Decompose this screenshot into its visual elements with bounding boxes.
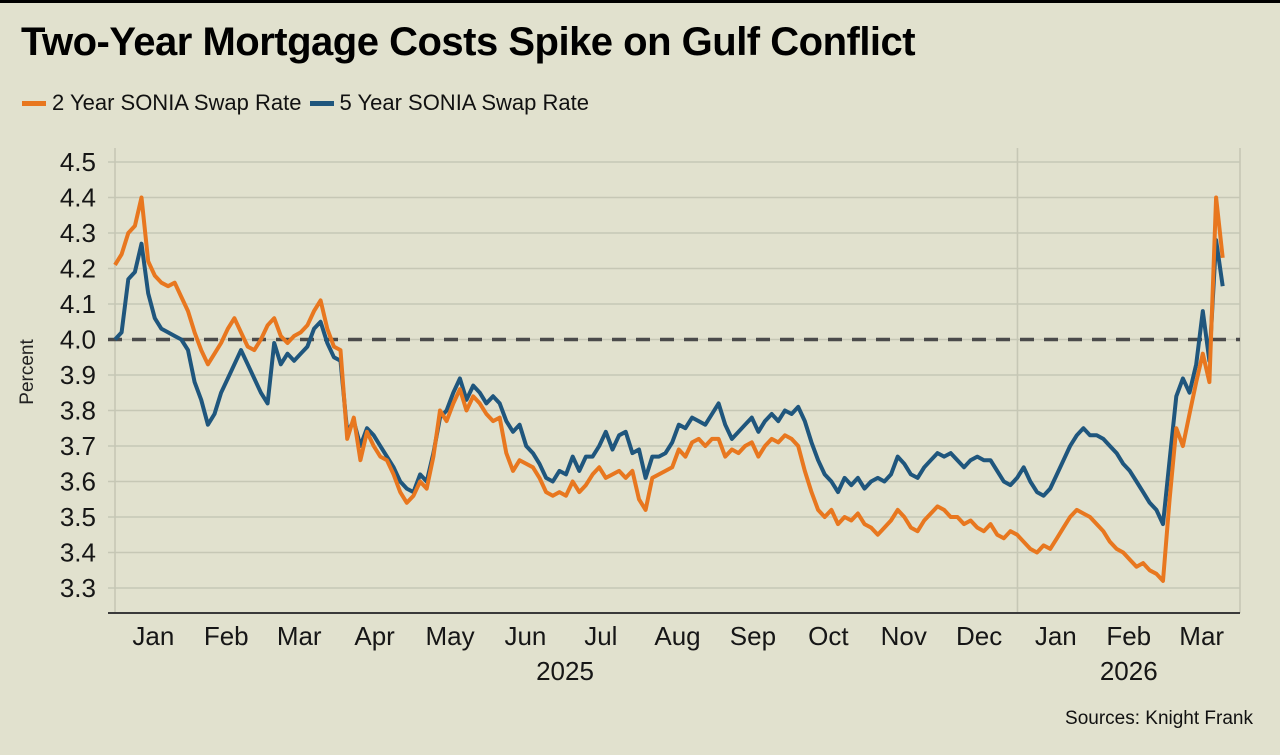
y-tick-label: 3.4	[60, 538, 96, 568]
y-tick-label: 4.4	[60, 183, 96, 213]
chart-title: Two-Year Mortgage Costs Spike on Gulf Co…	[21, 20, 916, 64]
top-border-rule	[0, 0, 1280, 3]
y-tick-label: 4.3	[60, 218, 96, 248]
x-tick-label: Dec	[956, 621, 1002, 651]
y-tick-label: 3.8	[60, 396, 96, 426]
x-tick-label: Jul	[584, 621, 617, 651]
x-tick-label: May	[425, 621, 474, 651]
x-tick-label: Nov	[881, 621, 927, 651]
x-year-label: 2025	[536, 656, 594, 686]
x-tick-label: Sep	[730, 621, 776, 651]
legend: 2 Year SONIA Swap Rate 5 Year SONIA Swap…	[22, 90, 597, 116]
x-tick-label: Feb	[204, 621, 249, 651]
x-year-label: 2026	[1100, 656, 1158, 686]
series-line-5yr	[113, 238, 1225, 527]
x-tick-label: Aug	[654, 621, 700, 651]
legend-label-5yr: 5 Year SONIA Swap Rate	[339, 90, 590, 115]
y-axis-title: Percent	[17, 339, 38, 405]
y-tick-label: 3.3	[60, 573, 96, 603]
y-tick-label: 4.1	[60, 289, 96, 319]
y-tick-label: 3.6	[60, 467, 96, 497]
y-tick-label: 3.5	[60, 502, 96, 532]
y-tick-label: 3.9	[60, 360, 96, 390]
legend-label-2yr: 2 Year SONIA Swap Rate	[52, 90, 302, 115]
x-tick-label: Jan	[132, 621, 174, 651]
x-tick-label: Jun	[504, 621, 546, 651]
series-line-2yr	[113, 195, 1225, 583]
y-tick-label: 3.7	[60, 431, 96, 461]
source-note: Sources: Knight Frank	[1065, 708, 1253, 729]
y-tick-label: 4.5	[60, 147, 96, 177]
x-tick-label: Feb	[1106, 621, 1151, 651]
y-tick-label: 4.0	[60, 325, 96, 355]
x-tick-label: Mar	[1179, 621, 1224, 651]
legend-swatch-5yr-icon	[309, 100, 334, 106]
x-tick-label: Apr	[354, 621, 395, 651]
x-tick-label: Mar	[277, 621, 322, 651]
y-tick-label: 4.2	[60, 254, 96, 284]
legend-item-2yr: 2 Year SONIA Swap Rate	[22, 90, 302, 116]
legend-swatch-2yr-icon	[22, 100, 46, 106]
legend-item-5yr: 5 Year SONIA Swap Rate	[309, 90, 590, 116]
x-tick-label: Oct	[808, 621, 849, 651]
x-tick-label: Jan	[1035, 621, 1077, 651]
